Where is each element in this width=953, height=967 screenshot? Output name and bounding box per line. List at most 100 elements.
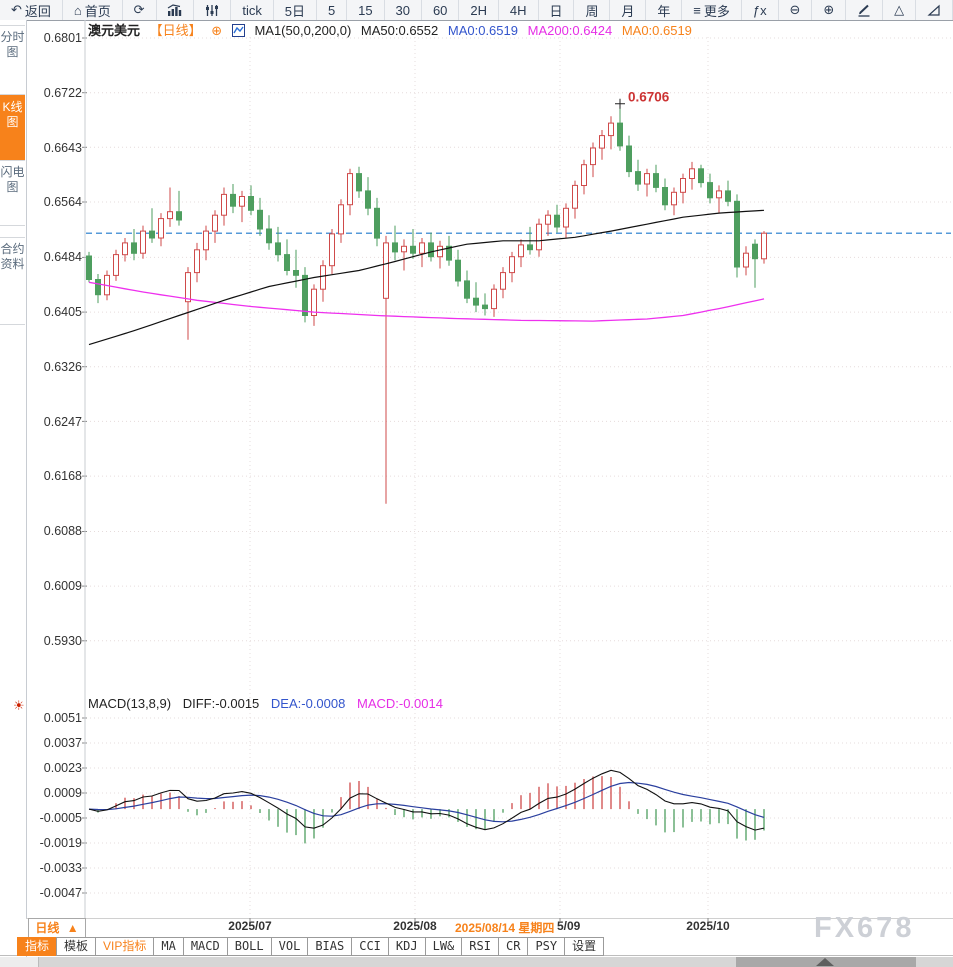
interval-month-button[interactable]: 月	[610, 0, 647, 20]
macd-diff-value: DIFF:-0.0015	[182, 696, 260, 711]
expand-icon[interactable]: ⊕	[211, 23, 223, 38]
macd-value: MACD:-0.0014	[356, 696, 443, 711]
scrollbar-thumb[interactable]	[736, 957, 916, 967]
interval-tick-button-label: tick	[242, 2, 262, 18]
indicator-tabbar: 指标 模板 VIP指标 MA MACD BOLL VOL BIAS CCI KDJ LW& RSI CR…	[17, 937, 605, 956]
interval-5m-button[interactable]: 5	[317, 0, 348, 20]
tab-kdj[interactable]: KDJ	[387, 937, 426, 956]
price-axis-label: 0.6088	[43, 524, 82, 539]
interval-30m-button[interactable]: 30	[385, 0, 422, 20]
draw-tool-button[interactable]	[846, 0, 884, 20]
period-selector-label: 日线	[35, 921, 60, 935]
zoom-out-button[interactable]: ⊖	[779, 0, 813, 20]
interval-year-button[interactable]: 年	[646, 0, 683, 20]
interval-4h-button[interactable]: 4H	[499, 0, 539, 20]
chart-type-sidebar: 分时图 K线图 闪电图合约资料	[0, 20, 27, 957]
tab-settings[interactable]: 设置	[564, 937, 605, 956]
interval-15m-button[interactable]: 15	[347, 0, 385, 20]
interval-4h-button-label: 4H	[509, 2, 527, 18]
price-axis-label: 0.6722	[43, 85, 82, 100]
tab-rsi[interactable]: RSI	[461, 937, 499, 956]
home-icon: ⌂	[73, 2, 82, 18]
indicator-panel-button[interactable]	[194, 0, 232, 20]
sidebar-tab-lightning-chart[interactable]: 闪电图	[0, 160, 25, 226]
tab-vol[interactable]: VOL	[270, 937, 309, 956]
interval-5day-button[interactable]: 5日	[274, 0, 317, 20]
price-axis-label: 0.5930	[43, 633, 82, 648]
zoom-in-button[interactable]: ⊕	[812, 0, 847, 20]
peak-price-annotation: 0.6706	[628, 90, 670, 105]
tab-lw[interactable]: LW&	[424, 937, 463, 956]
back-button[interactable]: ↶ 返回	[0, 0, 63, 20]
price-axis-label: 0.6405	[43, 305, 82, 319]
date-axis-label: 2025/10	[686, 919, 730, 933]
macd-axis-label: -0.0033	[39, 861, 82, 875]
more-button-label: 更多	[703, 3, 730, 19]
macd-title: MACD(13,8,9)	[88, 696, 172, 711]
interval-week-button[interactable]: 周	[574, 0, 611, 20]
sidebar-tab-time-chart[interactable]: 分时图	[0, 25, 25, 95]
period-selector-arrow-icon: ▲	[66, 921, 79, 935]
price-chart-header: 澳元美元 【日线】 ⊕ MA1(50,0,200,0) MA50:0.6552 …	[88, 20, 698, 38]
tab-templates[interactable]: 模板	[56, 937, 97, 956]
tab-indicators[interactable]: 指标	[17, 937, 58, 956]
macd-pane-settings-icon[interactable]: ☀	[13, 698, 25, 713]
interval-week-button-label: 周	[585, 3, 599, 19]
price-axis-label: 0.6484	[43, 250, 82, 265]
tab-ma[interactable]: MA	[153, 937, 184, 956]
period-selector[interactable]: 日线 ▲	[28, 918, 86, 938]
price-axis-label: 0.6168	[43, 469, 82, 484]
watermark: FX678	[814, 912, 915, 944]
line-chart-icon[interactable]	[231, 24, 245, 40]
bar-chart-icon	[167, 3, 182, 17]
date-axis-label: 2025/08/14 星期四	[455, 921, 555, 935]
date-axis-label: 5/09	[557, 919, 581, 933]
formula-button[interactable]: ƒx	[742, 0, 779, 20]
interval-60m-button-label: 60	[432, 2, 448, 18]
toolbar: ↶ 返回 ⌂ 首页 ⟳ tick 5日 5 15 30 60 2H 4H 日 周 月 年 ≡ 更多 ƒx ⊖ ⊕ △	[0, 0, 953, 21]
back-arrow-icon: ↶	[10, 2, 22, 17]
triangle-tool-button[interactable]: △	[883, 0, 917, 20]
tab-cci[interactable]: CCI	[351, 937, 389, 956]
home-button[interactable]: ⌂ 首页	[63, 0, 123, 20]
triangle-icon: △	[894, 2, 905, 17]
tab-bias[interactable]: BIAS	[307, 937, 353, 956]
refresh-button[interactable]: ⟳	[123, 0, 157, 20]
interval-2h-button[interactable]: 2H	[459, 0, 499, 20]
tab-psy[interactable]: PSY	[527, 937, 566, 956]
ma0-blue-value: MA0:0.6519	[447, 23, 518, 38]
interval-month-button-label: 月	[621, 3, 635, 19]
ma200-value: MA200:0.6424	[527, 23, 613, 38]
tab-cr[interactable]: CR	[497, 937, 529, 956]
menu-icon: ≡	[693, 2, 701, 18]
tab-macd[interactable]: MACD	[182, 937, 228, 956]
interval-year-button-label: 年	[657, 3, 671, 19]
fx-icon: ƒx	[752, 2, 767, 18]
macd-header: MACD(13,8,9) DIFF:-0.0015 DEA:-0.0008 MA…	[88, 696, 451, 712]
sidebar-tab-contract-info[interactable]: 合约资料	[0, 237, 25, 325]
interval-day-button[interactable]: 日	[539, 0, 575, 20]
date-axis-label: 2025/07	[228, 919, 272, 933]
more-button[interactable]: ≡ 更多	[682, 0, 742, 20]
sidebar-tab-kline-chart[interactable]: K线图	[0, 95, 25, 161]
interval-tick-button[interactable]: tick	[231, 0, 274, 20]
price-axis-label: 0.6009	[43, 579, 82, 593]
interval-60m-button[interactable]: 60	[422, 0, 460, 20]
tab-vip-indicators[interactable]: VIP指标	[95, 937, 155, 956]
scrollbar-up-arrow-icon	[816, 958, 834, 966]
angle-tool-button[interactable]	[916, 0, 953, 20]
interval-day-button-label: 日	[549, 3, 563, 19]
period-tag: 【日线】	[149, 23, 202, 38]
date-axis-label: 2025/08	[393, 919, 437, 933]
scrollbar-left-box	[0, 957, 39, 967]
macd-axis-label: 0.0037	[43, 736, 82, 750]
interval-2h-button-label: 2H	[470, 2, 487, 18]
chart-type-button[interactable]	[157, 0, 195, 20]
macd-dea-value: DEA:-0.0008	[270, 696, 346, 711]
zoom-out-icon: ⊖	[789, 2, 801, 17]
zoom-in-icon: ⊕	[823, 2, 835, 17]
horizontal-scrollbar[interactable]	[0, 957, 953, 967]
tab-boll[interactable]: BOLL	[226, 937, 272, 956]
